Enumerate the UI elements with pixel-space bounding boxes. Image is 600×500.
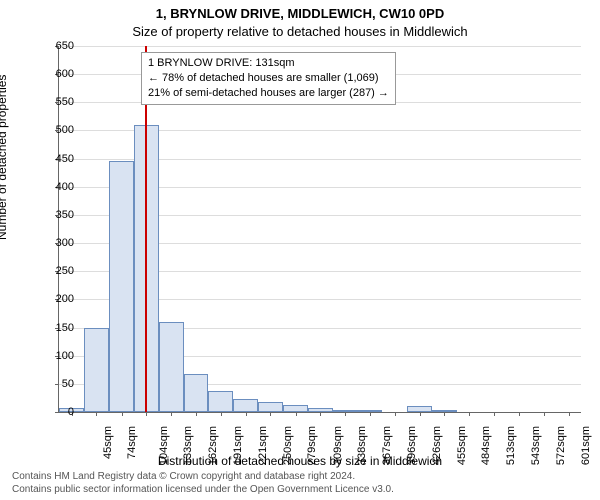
- xtick-label: 191sqm: [232, 426, 244, 465]
- xtick-label: 396sqm: [406, 426, 418, 465]
- chart-container: 1, BRYNLOW DRIVE, MIDDLEWICH, CW10 0PD S…: [0, 0, 600, 500]
- ytick-label: 350: [44, 209, 74, 221]
- ytick-label: 250: [44, 265, 74, 277]
- annotation-line-3: 21% of semi-detached houses are larger (…: [148, 86, 389, 101]
- histogram-bar: [184, 374, 209, 412]
- xtick-mark: [96, 412, 97, 416]
- xtick-mark: [122, 412, 123, 416]
- ytick-label: 550: [44, 96, 74, 108]
- xtick-label: 455sqm: [456, 426, 468, 465]
- ytick-label: 300: [44, 237, 74, 249]
- ytick-label: 0: [44, 406, 74, 418]
- xtick-label: 221sqm: [257, 426, 269, 465]
- annotation-line-2: ← 78% of detached houses are smaller (1,…: [148, 71, 389, 86]
- xtick-label: 74sqm: [126, 426, 138, 459]
- footer-text: Contains HM Land Registry data © Crown c…: [12, 471, 588, 496]
- ytick-label: 650: [44, 40, 74, 52]
- xtick-label: 338sqm: [357, 426, 369, 465]
- xtick-label: 367sqm: [381, 426, 393, 465]
- xtick-mark: [146, 412, 147, 416]
- histogram-bar: [84, 328, 109, 412]
- title-main: 1, BRYNLOW DRIVE, MIDDLEWICH, CW10 0PD: [0, 6, 600, 21]
- xtick-mark: [544, 412, 545, 416]
- xtick-mark: [246, 412, 247, 416]
- xtick-mark: [444, 412, 445, 416]
- xtick-label: 162sqm: [207, 426, 219, 465]
- annotation-box: 1 BRYNLOW DRIVE: 131sqm ← 78% of detache…: [141, 52, 396, 105]
- histogram-bar: [208, 391, 233, 412]
- footer-line-1: Contains HM Land Registry data © Crown c…: [12, 471, 588, 484]
- xtick-label: 45sqm: [102, 426, 114, 459]
- xtick-label: 543sqm: [531, 426, 543, 465]
- xtick-label: 484sqm: [480, 426, 492, 465]
- xtick-label: 279sqm: [306, 426, 318, 465]
- xtick-label: 513sqm: [505, 426, 517, 465]
- ytick-label: 200: [44, 293, 74, 305]
- histogram-bar: [258, 402, 283, 412]
- ytick-label: 500: [44, 124, 74, 136]
- gridline: [59, 46, 581, 47]
- xtick-mark: [519, 412, 520, 416]
- xtick-label: 104sqm: [158, 426, 170, 465]
- xtick-mark: [270, 412, 271, 416]
- xtick-mark: [494, 412, 495, 416]
- xtick-mark: [196, 412, 197, 416]
- histogram-bar: [283, 405, 308, 412]
- xtick-mark: [171, 412, 172, 416]
- ytick-label: 450: [44, 153, 74, 165]
- title-sub: Size of property relative to detached ho…: [0, 24, 600, 39]
- ytick-label: 150: [44, 322, 74, 334]
- histogram-bar: [109, 161, 134, 412]
- xtick-mark: [296, 412, 297, 416]
- xtick-mark: [345, 412, 346, 416]
- xtick-mark: [221, 412, 222, 416]
- histogram-bar: [159, 322, 184, 412]
- y-axis-label: Number of detached properties: [0, 75, 9, 240]
- xtick-mark: [469, 412, 470, 416]
- footer-line-2: Contains public sector information licen…: [12, 484, 588, 497]
- xtick-label: 250sqm: [282, 426, 294, 465]
- xtick-mark: [320, 412, 321, 416]
- ytick-label: 600: [44, 68, 74, 80]
- xtick-mark: [370, 412, 371, 416]
- xtick-label: 133sqm: [183, 426, 195, 465]
- plot-area: 1 BRYNLOW DRIVE: 131sqm ← 78% of detache…: [58, 46, 581, 413]
- ytick-label: 50: [44, 378, 74, 390]
- xtick-label: 572sqm: [555, 426, 567, 465]
- xtick-mark: [420, 412, 421, 416]
- ytick-label: 400: [44, 181, 74, 193]
- xtick-label: 601sqm: [580, 426, 592, 465]
- ytick-label: 100: [44, 350, 74, 362]
- xtick-label: 426sqm: [431, 426, 443, 465]
- annotation-line-1: 1 BRYNLOW DRIVE: 131sqm: [148, 56, 389, 71]
- xtick-label: 309sqm: [332, 426, 344, 465]
- histogram-bar: [233, 399, 258, 413]
- xtick-mark: [569, 412, 570, 416]
- xtick-mark: [395, 412, 396, 416]
